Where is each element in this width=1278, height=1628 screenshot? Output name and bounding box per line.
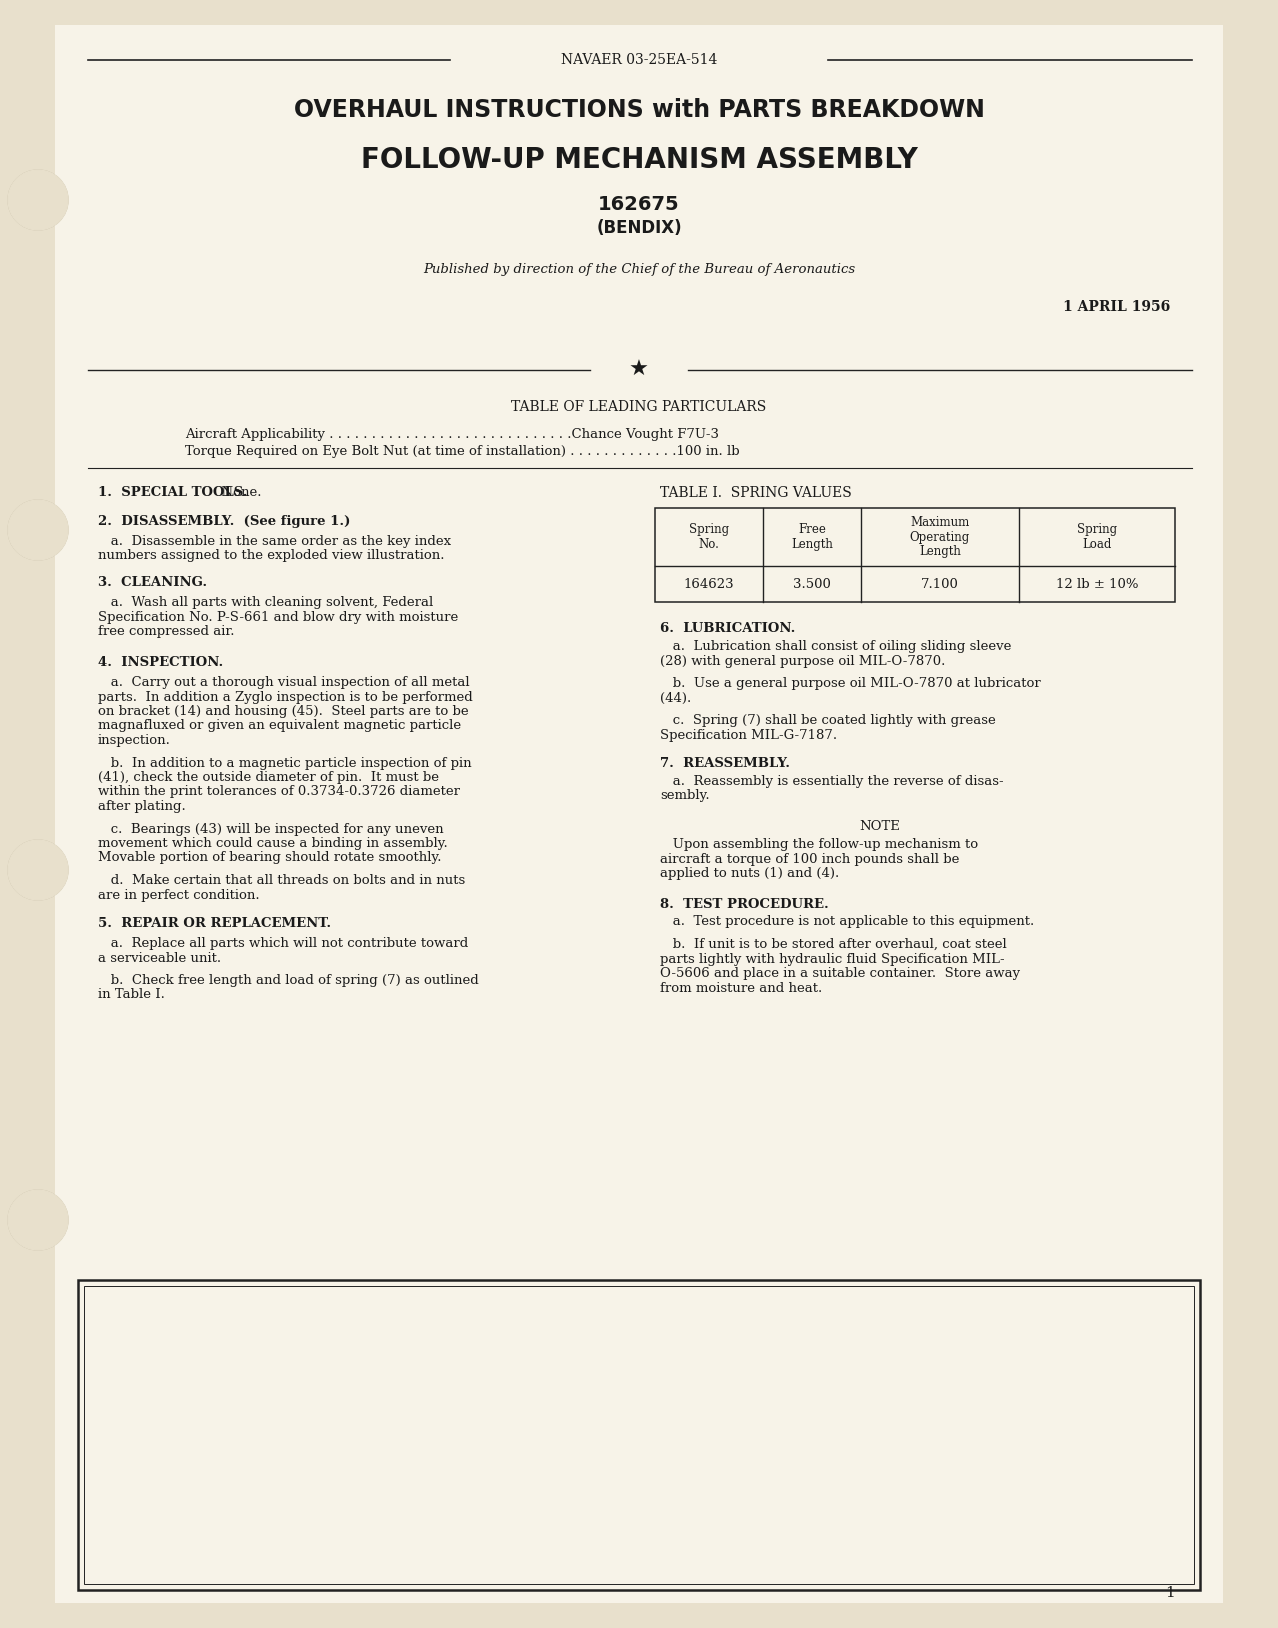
Text: d.  Make certain that all threads on bolts and in nuts: d. Make certain that all threads on bolt…	[98, 874, 465, 887]
Text: None.: None.	[213, 487, 262, 500]
Text: inspection.: inspection.	[98, 734, 171, 747]
Text: 7.100: 7.100	[921, 578, 958, 591]
Text: a serviceable unit.: a serviceable unit.	[98, 951, 221, 964]
Text: a.  Disassemble in the same order as the key index: a. Disassemble in the same order as the …	[98, 536, 451, 549]
Text: b.  If unit is to be stored after overhaul, coat steel: b. If unit is to be stored after overhau…	[659, 938, 1007, 951]
Text: on bracket (14) and housing (45).  Steel parts are to be: on bracket (14) and housing (45). Steel …	[98, 705, 469, 718]
Text: c.  Bearings (43) will be inspected for any uneven: c. Bearings (43) will be inspected for a…	[98, 822, 443, 835]
Text: a.  Replace all parts which will not contribute toward: a. Replace all parts which will not cont…	[98, 938, 468, 951]
Text: Published by direction of the Chief of the Bureau of Aeronautics: Published by direction of the Chief of t…	[423, 264, 855, 277]
Text: movement which could cause a binding in assembly.: movement which could cause a binding in …	[98, 837, 447, 850]
Bar	[656, 508, 1174, 602]
Text: Upon assembling the follow-up mechanism to: Upon assembling the follow-up mechanism …	[659, 838, 978, 851]
Text: after plating.: after plating.	[98, 799, 185, 812]
Text: free compressed air.: free compressed air.	[98, 625, 234, 638]
Text: Aircraft Applicability . . . . . . . . . . . . . . . . . . . . . . . . . . . . .: Aircraft Applicability . . . . . . . . .…	[185, 428, 720, 441]
Text: b.  Check free length and load of spring (7) as outlined: b. Check free length and load of spring …	[98, 974, 479, 987]
Text: 164623: 164623	[684, 578, 735, 591]
Text: FOLLOW-UP MECHANISM ASSEMBLY: FOLLOW-UP MECHANISM ASSEMBLY	[360, 147, 918, 174]
Text: parts lightly with hydraulic fluid Specification MIL-: parts lightly with hydraulic fluid Speci…	[659, 952, 1005, 965]
Text: b.  In addition to a magnetic particle inspection of pin: b. In addition to a magnetic particle in…	[98, 757, 472, 770]
Text: a.  Wash all parts with cleaning solvent, Federal: a. Wash all parts with cleaning solvent,…	[98, 596, 433, 609]
Text: 7.  REASSEMBLY.: 7. REASSEMBLY.	[659, 757, 790, 770]
Text: Torque Required on Eye Bolt Nut (at time of installation) . . . . . . . . . . . : Torque Required on Eye Bolt Nut (at time…	[185, 444, 740, 457]
Circle shape	[8, 1190, 68, 1250]
Text: 162675: 162675	[598, 195, 680, 215]
Text: 5.  REPAIR OR REPLACEMENT.: 5. REPAIR OR REPLACEMENT.	[98, 917, 331, 930]
Text: 2.  DISASSEMBLY.  (See figure 1.): 2. DISASSEMBLY. (See figure 1.)	[98, 514, 350, 527]
Text: magnafluxed or given an equivalent magnetic particle: magnafluxed or given an equivalent magne…	[98, 720, 461, 733]
Text: O-5606 and place in a suitable container.  Store away: O-5606 and place in a suitable container…	[659, 967, 1020, 980]
Text: parts.  In addition a Zyglo inspection is to be performed: parts. In addition a Zyglo inspection is…	[98, 690, 473, 703]
Circle shape	[8, 1190, 68, 1250]
Circle shape	[8, 840, 68, 900]
Circle shape	[8, 169, 68, 230]
Text: Spring
No.: Spring No.	[689, 523, 728, 550]
Text: 3.  CLEANING.: 3. CLEANING.	[98, 576, 207, 589]
Text: 3.500: 3.500	[794, 578, 831, 591]
Text: (44).: (44).	[659, 692, 691, 705]
Bar	[78, 1280, 1200, 1591]
Circle shape	[8, 500, 68, 560]
Text: c.  Spring (7) shall be coated lightly with grease: c. Spring (7) shall be coated lightly wi…	[659, 715, 996, 728]
Text: 6.  LUBRICATION.: 6. LUBRICATION.	[659, 622, 795, 635]
Text: (41), check the outside diameter of pin.  It must be: (41), check the outside diameter of pin.…	[98, 772, 440, 785]
Text: ★: ★	[629, 360, 649, 379]
Text: NAVAER 03-25EA-514: NAVAER 03-25EA-514	[561, 54, 717, 67]
Text: within the print tolerances of 0.3734-0.3726 diameter: within the print tolerances of 0.3734-0.…	[98, 785, 460, 798]
Text: Maximum
Operating
Length: Maximum Operating Length	[910, 516, 970, 558]
Text: 1 APRIL 1956: 1 APRIL 1956	[1063, 300, 1169, 314]
Text: a.  Lubrication shall consist of oiling sliding sleeve: a. Lubrication shall consist of oiling s…	[659, 640, 1011, 653]
Text: (28) with general purpose oil MIL-O-7870.: (28) with general purpose oil MIL-O-7870…	[659, 654, 946, 667]
Text: Movable portion of bearing should rotate smoothly.: Movable portion of bearing should rotate…	[98, 851, 441, 864]
Text: TABLE OF LEADING PARTICULARS: TABLE OF LEADING PARTICULARS	[511, 400, 767, 414]
Text: from moisture and heat.: from moisture and heat.	[659, 982, 822, 995]
Text: 4.  INSPECTION.: 4. INSPECTION.	[98, 656, 224, 669]
Text: sembly.: sembly.	[659, 790, 709, 803]
Text: in Table I.: in Table I.	[98, 988, 165, 1001]
Text: Free
Length: Free Length	[791, 523, 833, 550]
Text: OVERHAUL INSTRUCTIONS with PARTS BREAKDOWN: OVERHAUL INSTRUCTIONS with PARTS BREAKDO…	[294, 98, 984, 122]
Text: 8.  TEST PROCEDURE.: 8. TEST PROCEDURE.	[659, 897, 828, 910]
Circle shape	[8, 169, 68, 230]
Text: 1.  SPECIAL TOOLS.: 1. SPECIAL TOOLS.	[98, 487, 248, 500]
Text: 1: 1	[1166, 1586, 1174, 1600]
Text: Specification MIL-G-7187.: Specification MIL-G-7187.	[659, 728, 837, 741]
Text: a.  Reassembly is essentially the reverse of disas-: a. Reassembly is essentially the reverse…	[659, 775, 1003, 788]
Text: Specification No. P-S-661 and blow dry with moisture: Specification No. P-S-661 and blow dry w…	[98, 610, 459, 624]
Bar	[84, 1286, 1194, 1584]
Text: a.  Carry out a thorough visual inspection of all metal: a. Carry out a thorough visual inspectio…	[98, 676, 469, 689]
Text: numbers assigned to the exploded view illustration.: numbers assigned to the exploded view il…	[98, 550, 445, 563]
Text: (BENDIX): (BENDIX)	[597, 220, 681, 238]
Text: NOTE: NOTE	[860, 821, 901, 834]
Text: TABLE I.  SPRING VALUES: TABLE I. SPRING VALUES	[659, 487, 851, 500]
Circle shape	[8, 500, 68, 560]
Text: a.  Test procedure is not applicable to this equipment.: a. Test procedure is not applicable to t…	[659, 915, 1034, 928]
Text: b.  Use a general purpose oil MIL-O-7870 at lubricator: b. Use a general purpose oil MIL-O-7870 …	[659, 677, 1040, 690]
Text: Spring
Load: Spring Load	[1077, 523, 1117, 550]
Text: are in perfect condition.: are in perfect condition.	[98, 889, 259, 902]
Circle shape	[8, 840, 68, 900]
Text: aircraft a torque of 100 inch pounds shall be: aircraft a torque of 100 inch pounds sha…	[659, 853, 960, 866]
Text: 12 lb ± 10%: 12 lb ± 10%	[1056, 578, 1139, 591]
Text: applied to nuts (1) and (4).: applied to nuts (1) and (4).	[659, 868, 840, 881]
